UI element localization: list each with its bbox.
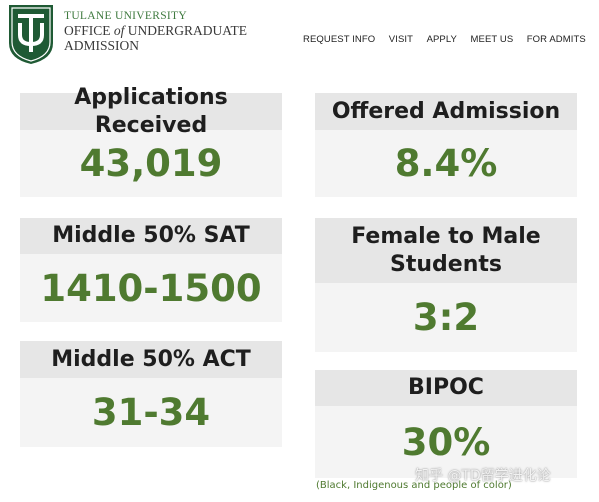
- bipoc-label: BIPOC: [315, 370, 577, 406]
- office-prefix: OFFICE: [64, 23, 111, 38]
- bipoc-value: 30%: [315, 406, 577, 478]
- gender-ratio-label-line2: Students: [390, 251, 502, 277]
- gender-ratio-value: 3:2: [315, 283, 577, 352]
- university-name: TULANE UNIVERSITY: [64, 10, 187, 22]
- sat-value: 1410-1500: [20, 254, 282, 322]
- sat-label: Middle 50% SAT: [20, 218, 282, 254]
- applications-label: Applications Received: [20, 85, 282, 138]
- top-nav: REQUEST INFO VISIT APPLY MEET US FOR ADM…: [303, 34, 586, 45]
- nav-for-admits[interactable]: FOR ADMITS: [526, 34, 586, 45]
- gender-ratio-label-line1: Female to Male: [351, 223, 541, 249]
- gender-ratio-label: Female to Male Students: [315, 218, 577, 283]
- offered-admission-value: 8.4%: [315, 130, 577, 197]
- office-title: OFFICE of UNDERGRADUATE: [64, 23, 247, 38]
- nav-apply[interactable]: APPLY: [426, 34, 457, 45]
- act-card: Middle 50% ACT 31-34: [20, 341, 282, 447]
- nav-request-info[interactable]: REQUEST INFO: [303, 34, 376, 45]
- office-suffix: UNDERGRADUATE: [127, 23, 248, 38]
- offered-admission-card: Offered Admission 8.4%: [315, 93, 577, 197]
- tulane-shield-logo[interactable]: [7, 3, 55, 65]
- bipoc-card: BIPOC 30%: [315, 370, 577, 478]
- act-value: 31-34: [20, 378, 282, 447]
- applications-card: Applications Received 43,019: [20, 85, 282, 197]
- nav-meet-us[interactable]: MEET US: [470, 34, 514, 45]
- bipoc-footnote: (Black, Indigenous and people of color): [316, 480, 512, 491]
- zhihu-watermark: 知乎 @TD留学进化论: [415, 468, 551, 484]
- applications-value: 43,019: [20, 130, 282, 197]
- sat-card: Middle 50% SAT 1410-1500: [20, 218, 282, 322]
- office-admission: ADMISSION: [64, 38, 140, 53]
- act-label: Middle 50% ACT: [20, 341, 282, 378]
- nav-visit[interactable]: VISIT: [388, 34, 414, 45]
- office-of: of: [113, 23, 125, 38]
- offered-admission-label: Offered Admission: [315, 93, 577, 130]
- gender-ratio-card: Female to Male Students 3:2: [315, 218, 577, 352]
- office-branding[interactable]: TULANE UNIVERSITY OFFICE of UNDERGRADUAT…: [64, 9, 247, 53]
